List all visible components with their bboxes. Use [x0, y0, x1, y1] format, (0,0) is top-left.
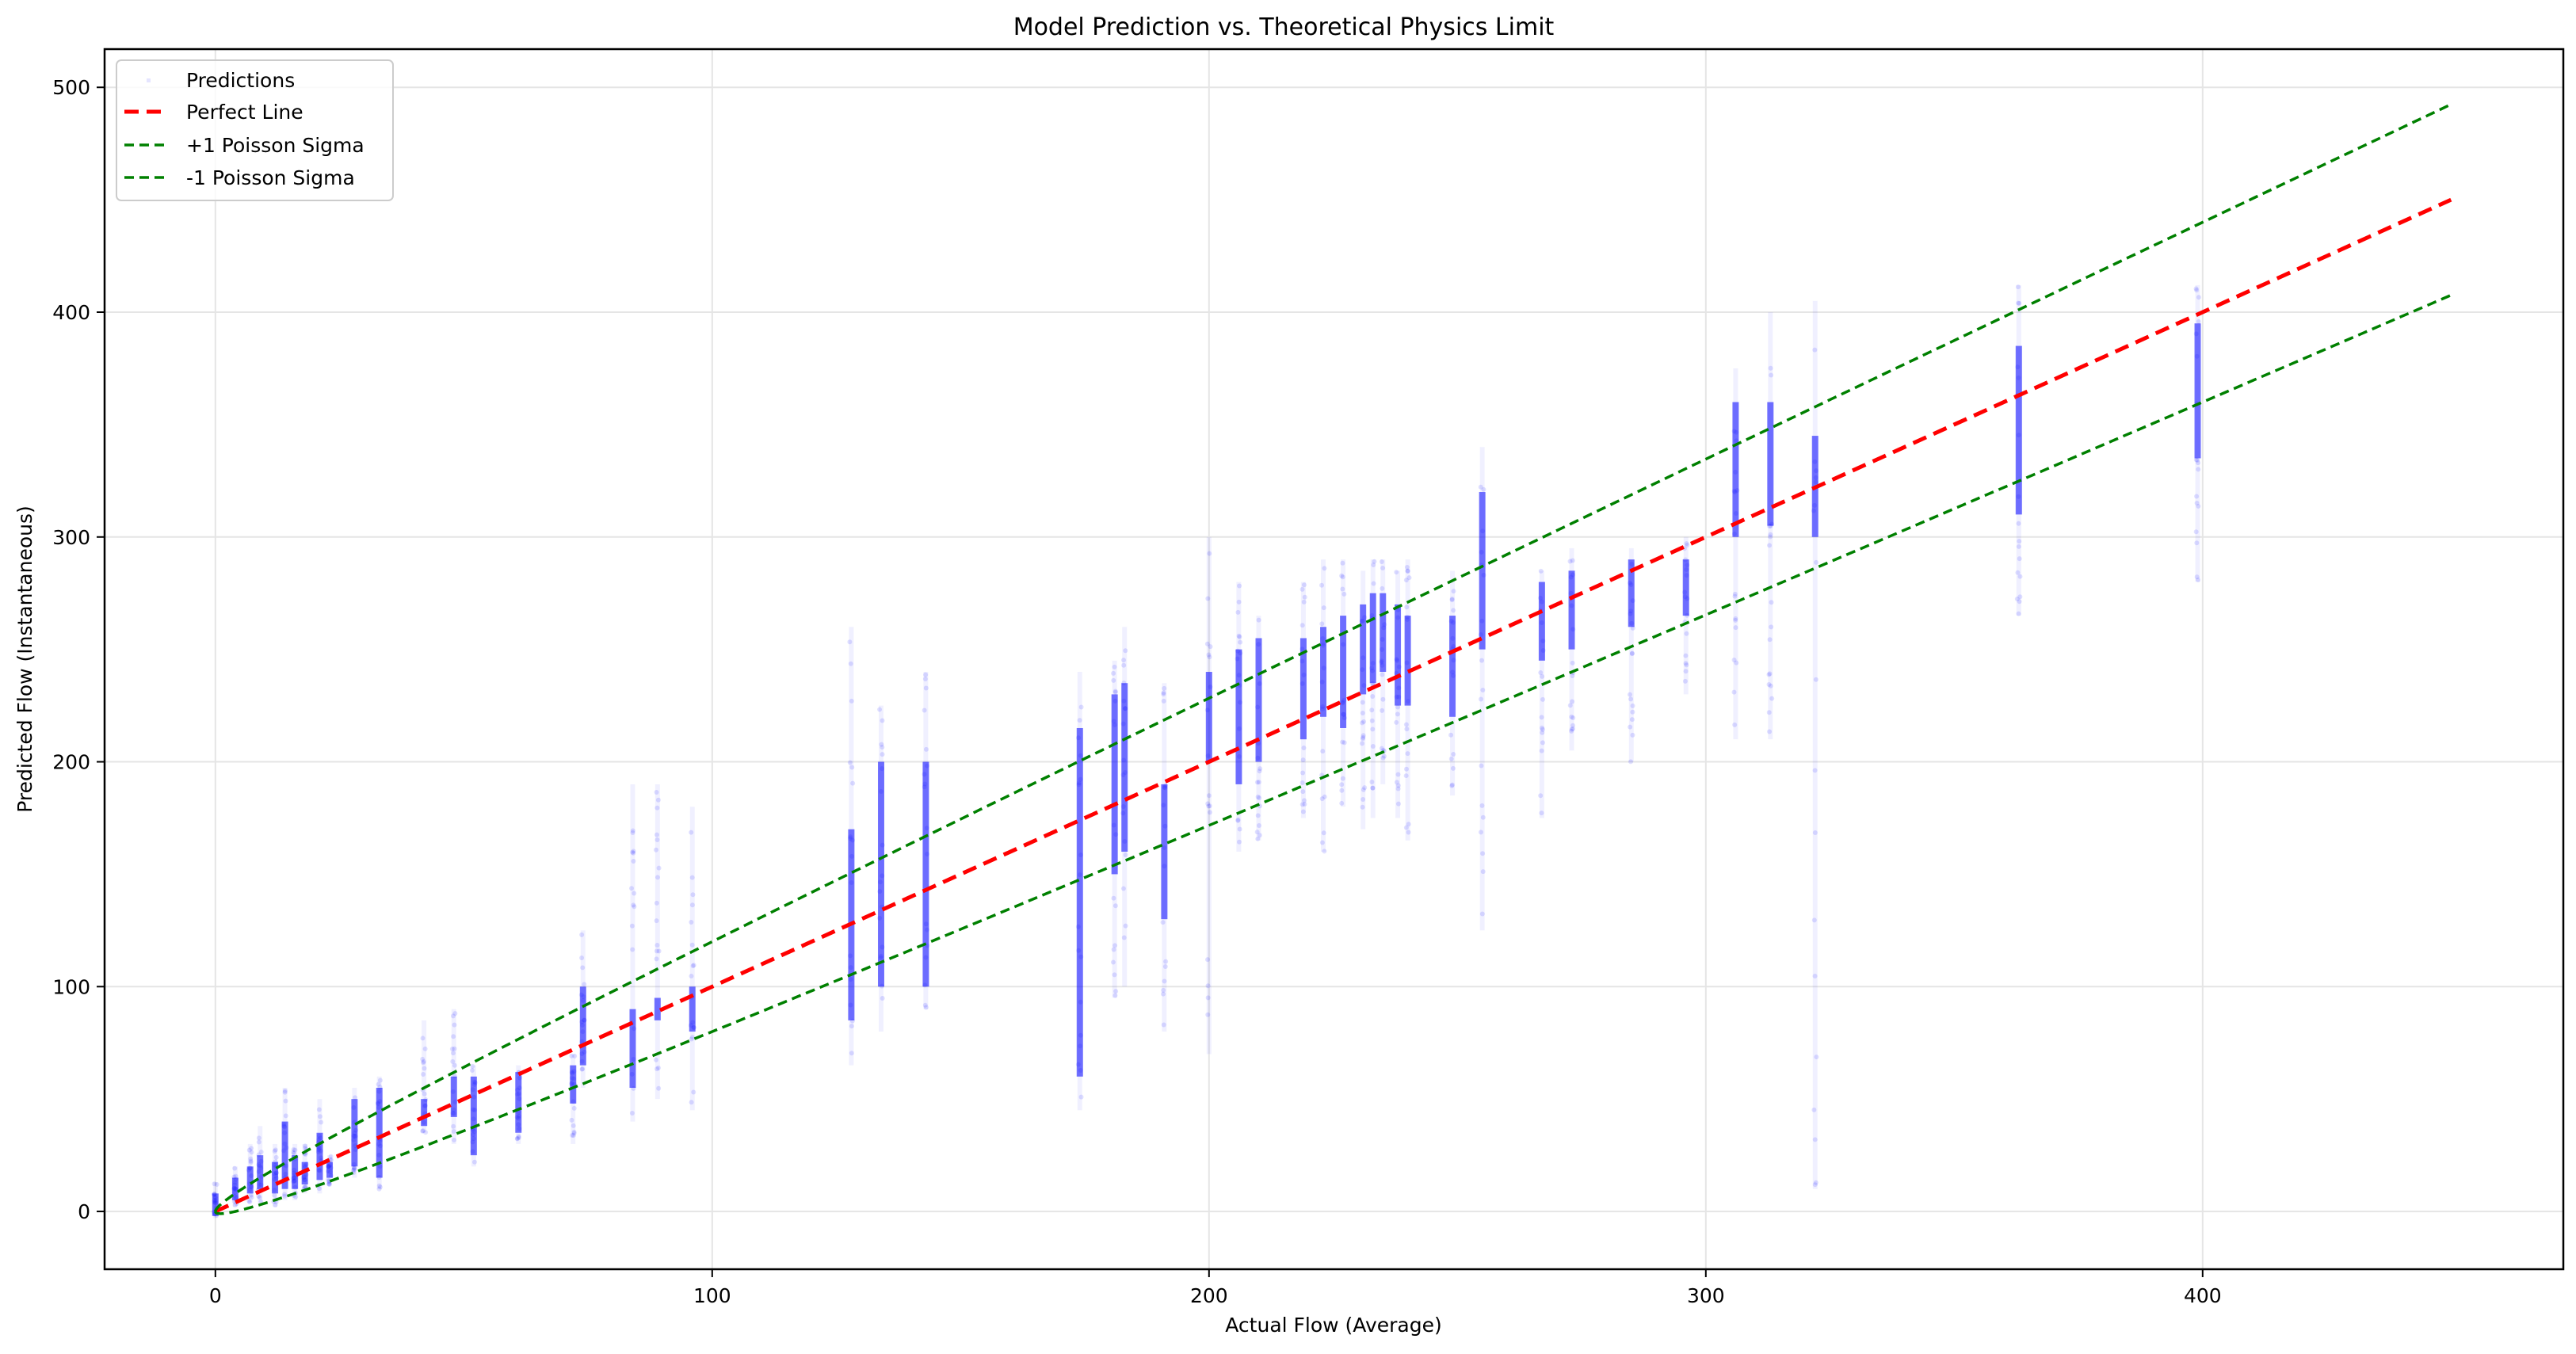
prediction-cluster-dense: [281, 1121, 288, 1189]
prediction-cluster-dense: [1538, 582, 1545, 661]
prediction-cluster-dense: [212, 1193, 219, 1216]
prediction-cluster-dense: [231, 1177, 239, 1200]
prediction-cluster-dense: [470, 1076, 477, 1156]
prediction-cluster-dense: [1732, 402, 1739, 537]
prediction-cluster-dense: [292, 1155, 299, 1189]
legend-item-perfect-line: Perfect Line: [124, 101, 303, 124]
prediction-cluster-sparse: [1628, 547, 1634, 762]
prediction-cluster-dense: [326, 1161, 334, 1178]
prediction-cluster-dense: [515, 1072, 522, 1133]
prediction-cluster-dense: [2194, 323, 2201, 459]
prediction-cluster-dense: [689, 986, 696, 1032]
y-axis-label: Predicted Flow (Instantaneous): [13, 505, 36, 813]
prediction-cluster-sparse: [654, 784, 660, 1100]
prediction-cluster-sparse: [689, 807, 695, 1111]
prediction-cluster-dense: [570, 1065, 577, 1104]
prediction-cluster-dense: [1682, 559, 1689, 616]
prediction-cluster-sparse: [1479, 447, 1485, 931]
legend: Predictions Perfect Line +1 Poisson Sigm…: [116, 59, 394, 201]
y-tick-label: 500: [52, 76, 90, 99]
prediction-cluster-sparse: [1733, 368, 1738, 740]
prediction-cluster-dense: [579, 986, 586, 1066]
y-tick-label: 200: [52, 751, 90, 774]
predictions-scatter: [212, 284, 2201, 1219]
prediction-cluster-dense: [1299, 638, 1307, 740]
prediction-cluster-dense: [1076, 727, 1083, 1077]
prediction-cluster-dense: [629, 1009, 636, 1089]
prediction-cluster-dense: [1404, 616, 1411, 706]
legend-item-plus-sigma: +1 Poisson Sigma: [124, 134, 364, 157]
perfect-line: [214, 197, 2452, 1214]
x-tick-label: 400: [2184, 1284, 2222, 1307]
prediction-cluster-dense: [301, 1161, 308, 1185]
x-tick-label: 100: [693, 1284, 731, 1307]
prediction-cluster-dense: [257, 1155, 264, 1189]
prediction-cluster-dense: [1449, 616, 1456, 717]
prediction-cluster-dense: [376, 1088, 383, 1178]
prediction-cluster-sparse: [422, 1020, 427, 1133]
x-tick-label: 0: [209, 1284, 222, 1307]
prediction-cluster-dense: [450, 1076, 457, 1117]
prediction-cluster-dense: [1320, 627, 1327, 717]
prediction-cluster-dense: [272, 1161, 279, 1194]
prediction-cluster-sparse: [1768, 312, 1773, 740]
prediction-cluster-dense: [1111, 694, 1118, 875]
prediction-cluster-dense: [1380, 593, 1387, 673]
prediction-cluster-dense: [1121, 683, 1128, 852]
chart-title: Model Prediction vs. Theoretical Physics…: [1013, 13, 1555, 41]
prediction-cluster-dense: [1395, 604, 1402, 706]
prediction-cluster-sparse: [1361, 570, 1366, 830]
legend-item-minus-sigma: -1 Poisson Sigma: [124, 166, 355, 189]
x-tick-label: 300: [1687, 1284, 1725, 1307]
prediction-cluster-dense: [1369, 593, 1376, 684]
prediction-cluster-sparse: [1539, 570, 1544, 818]
x-axis-label: Actual Flow (Average): [1225, 1314, 1441, 1337]
y-tick-label: 400: [52, 301, 90, 324]
y-axis-ticks: 0 100 200 300 400 500: [52, 76, 105, 1223]
x-tick-label: 200: [1190, 1284, 1228, 1307]
legend-frame: [116, 59, 394, 201]
prediction-cluster-dense: [1360, 604, 1367, 695]
prediction-cluster-dense: [316, 1132, 323, 1180]
prediction-cluster-dense: [1628, 559, 1635, 627]
x-axis-ticks: 0 100 200 300 400: [209, 1269, 2222, 1307]
legend-label: -1 Poisson Sigma: [186, 166, 355, 189]
prediction-cluster-dense: [1340, 616, 1347, 728]
axes-frame: [103, 48, 2565, 1271]
prediction-cluster-sparse: [1812, 300, 1818, 1189]
prediction-cluster-sparse: [630, 784, 635, 1122]
prediction-cluster-dense: [1235, 649, 1242, 784]
reference-lines: [214, 103, 2452, 1215]
prediction-cluster-dense: [922, 761, 929, 987]
grid-lines: [105, 49, 2563, 1269]
prediction-cluster-dense: [351, 1099, 358, 1167]
y-tick-label: 300: [52, 526, 90, 549]
legend-label: +1 Poisson Sigma: [186, 134, 364, 157]
prediction-cluster-dense: [654, 997, 661, 1020]
plus-sigma-line: [214, 103, 2452, 1212]
prediction-cluster-dense: [421, 1099, 428, 1127]
prediction-cluster-sparse: [1206, 536, 1212, 1055]
legend-label: Perfect Line: [186, 101, 303, 124]
prediction-cluster-dense: [1568, 570, 1575, 650]
prediction-cluster-dense: [246, 1166, 254, 1194]
prediction-cluster-dense: [1479, 492, 1486, 650]
minus-sigma-line: [214, 293, 2452, 1215]
prediction-cluster-dense: [1161, 784, 1168, 920]
scatter-marker-icon: [147, 78, 151, 82]
prediction-cluster-dense: [1205, 672, 1212, 762]
y-tick-label: 100: [52, 975, 90, 998]
prediction-cluster-dense: [2015, 345, 2022, 515]
prediction-cluster-dense: [877, 761, 884, 987]
y-tick-label: 0: [78, 1200, 90, 1223]
legend-item-predictions: Predictions: [147, 69, 295, 92]
legend-label: Predictions: [186, 69, 295, 92]
prediction-cluster-dense: [1767, 402, 1774, 526]
prediction-cluster-dense: [1255, 638, 1262, 762]
